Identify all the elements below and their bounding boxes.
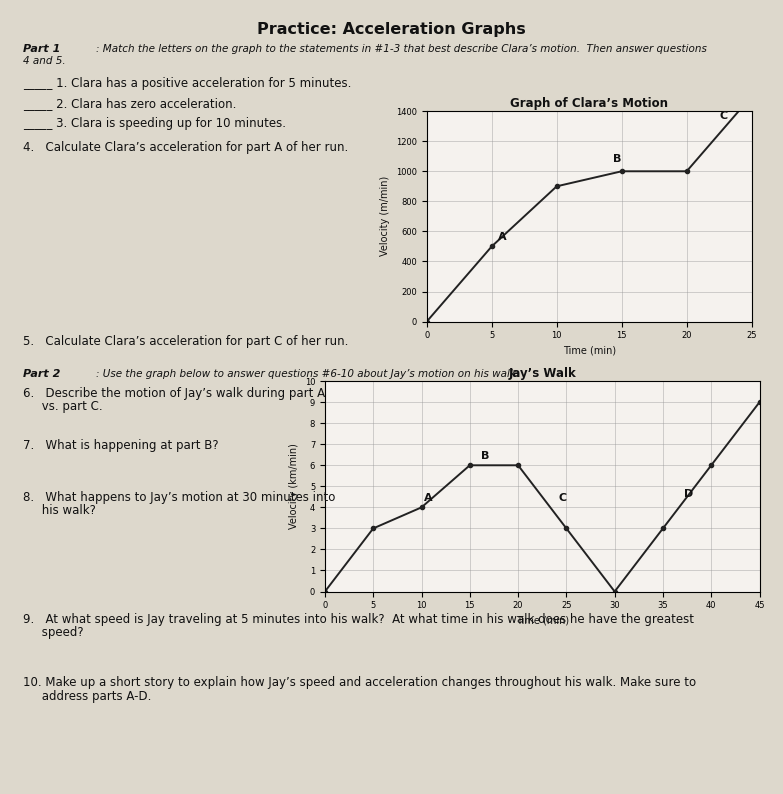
Text: 8.   What happens to Jay’s motion at 30 minutes into: 8. What happens to Jay’s motion at 30 mi… (23, 491, 336, 503)
Text: B: B (612, 154, 621, 164)
Text: 4 and 5.: 4 and 5. (23, 56, 66, 66)
Text: speed?: speed? (23, 626, 84, 639)
Text: C: C (720, 110, 727, 121)
Text: Part 1: Part 1 (23, 44, 61, 54)
Text: _____ 3. Clara is speeding up for 10 minutes.: _____ 3. Clara is speeding up for 10 min… (23, 117, 287, 129)
Y-axis label: Velocity (km/min): Velocity (km/min) (289, 443, 299, 530)
Title: Graph of Clara’s Motion: Graph of Clara’s Motion (511, 97, 668, 110)
Text: A: A (498, 233, 507, 242)
Text: _____ 1. Clara has a positive acceleration for 5 minutes.: _____ 1. Clara has a positive accelerati… (23, 77, 352, 90)
Text: 9.   At what speed is Jay traveling at 5 minutes into his walk?  At what time in: 9. At what speed is Jay traveling at 5 m… (23, 613, 695, 626)
Text: C: C (558, 493, 567, 503)
Text: 6.   Describe the motion of Jay’s walk during part A: 6. Describe the motion of Jay’s walk dur… (23, 387, 326, 399)
Title: Jay’s Walk: Jay’s Walk (508, 367, 576, 380)
Text: his walk?: his walk? (23, 504, 96, 517)
Text: _____ 2. Clara has zero acceleration.: _____ 2. Clara has zero acceleration. (23, 97, 237, 110)
Text: vs. part C.: vs. part C. (23, 400, 103, 413)
Text: : Match the letters on the graph to the statements in #1-3 that best describe Cl: : Match the letters on the graph to the … (96, 44, 707, 54)
Text: 4.   Calculate Clara’s acceleration for part A of her run.: 4. Calculate Clara’s acceleration for pa… (23, 141, 348, 153)
Text: A: A (424, 493, 432, 503)
Text: 5.   Calculate Clara’s acceleration for part C of her run.: 5. Calculate Clara’s acceleration for pa… (23, 335, 349, 348)
Y-axis label: Velocity (m/min): Velocity (m/min) (381, 176, 391, 256)
Text: address parts A-D.: address parts A-D. (23, 690, 152, 703)
Text: Practice: Acceleration Graphs: Practice: Acceleration Graphs (257, 22, 526, 37)
X-axis label: Time (min): Time (min) (563, 346, 615, 356)
Text: B: B (482, 451, 489, 461)
Text: 7.   What is happening at part B?: 7. What is happening at part B? (23, 439, 219, 452)
Text: D: D (684, 489, 694, 499)
Text: 10. Make up a short story to explain how Jay’s speed and acceleration changes th: 10. Make up a short story to explain how… (23, 676, 697, 689)
Text: : Use the graph below to answer questions #6-10 about Jay’s motion on his walk.: : Use the graph below to answer question… (96, 369, 519, 380)
Text: Part 2: Part 2 (23, 369, 61, 380)
X-axis label: Time (min): Time (min) (516, 616, 568, 626)
